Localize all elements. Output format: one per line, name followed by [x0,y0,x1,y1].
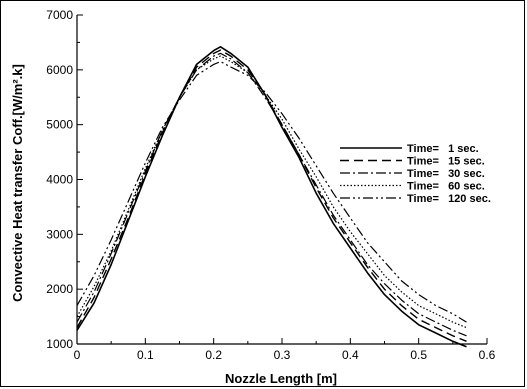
legend-label-4: Time= 60 sec. [407,181,485,193]
series-line-5 [76,60,467,323]
legend: Time= 1 sec.Time= 15 sec.Time= 30 sec.Ti… [340,143,491,205]
y-tick-label: 3000 [46,227,73,241]
y-axis-label: Convective Heat transfer Coff.[W/m².k] [10,64,25,302]
y-tick-label: 4000 [46,173,73,187]
x-tick-label: 0.1 [137,348,154,362]
x-axis-label: Nozzle Length [m] [225,371,337,386]
plot-area: 0 0.1 0.2 0.3 0.4 0.5 0.6 1000 2000 3000 4000 5000 6… [46,8,495,362]
x-tick-label: 0 [74,348,81,362]
y-tick-label: 5000 [46,118,73,132]
x-tick-label: 0.3 [274,348,291,362]
y-tick-label: 1000 [46,337,73,351]
x-tick-label: 0.5 [410,348,427,362]
x-tick-label: 0.4 [342,348,359,362]
y-tick-label: 6000 [46,63,73,77]
legend-label-5: Time= 120 sec. [407,193,491,205]
x-tick-label: 0.2 [205,348,222,362]
series-line-2 [76,49,467,342]
y-tick-label: 2000 [46,282,73,296]
legend-label-2: Time= 15 sec. [407,156,485,168]
series-line-4 [76,55,467,329]
series-line-3 [76,52,467,337]
y-tick-label: 7000 [46,8,73,22]
x-tick-label: 0.6 [479,348,496,362]
legend-label-1: Time= 1 sec. [407,143,479,155]
legend-label-3: Time= 30 sec. [407,168,485,180]
